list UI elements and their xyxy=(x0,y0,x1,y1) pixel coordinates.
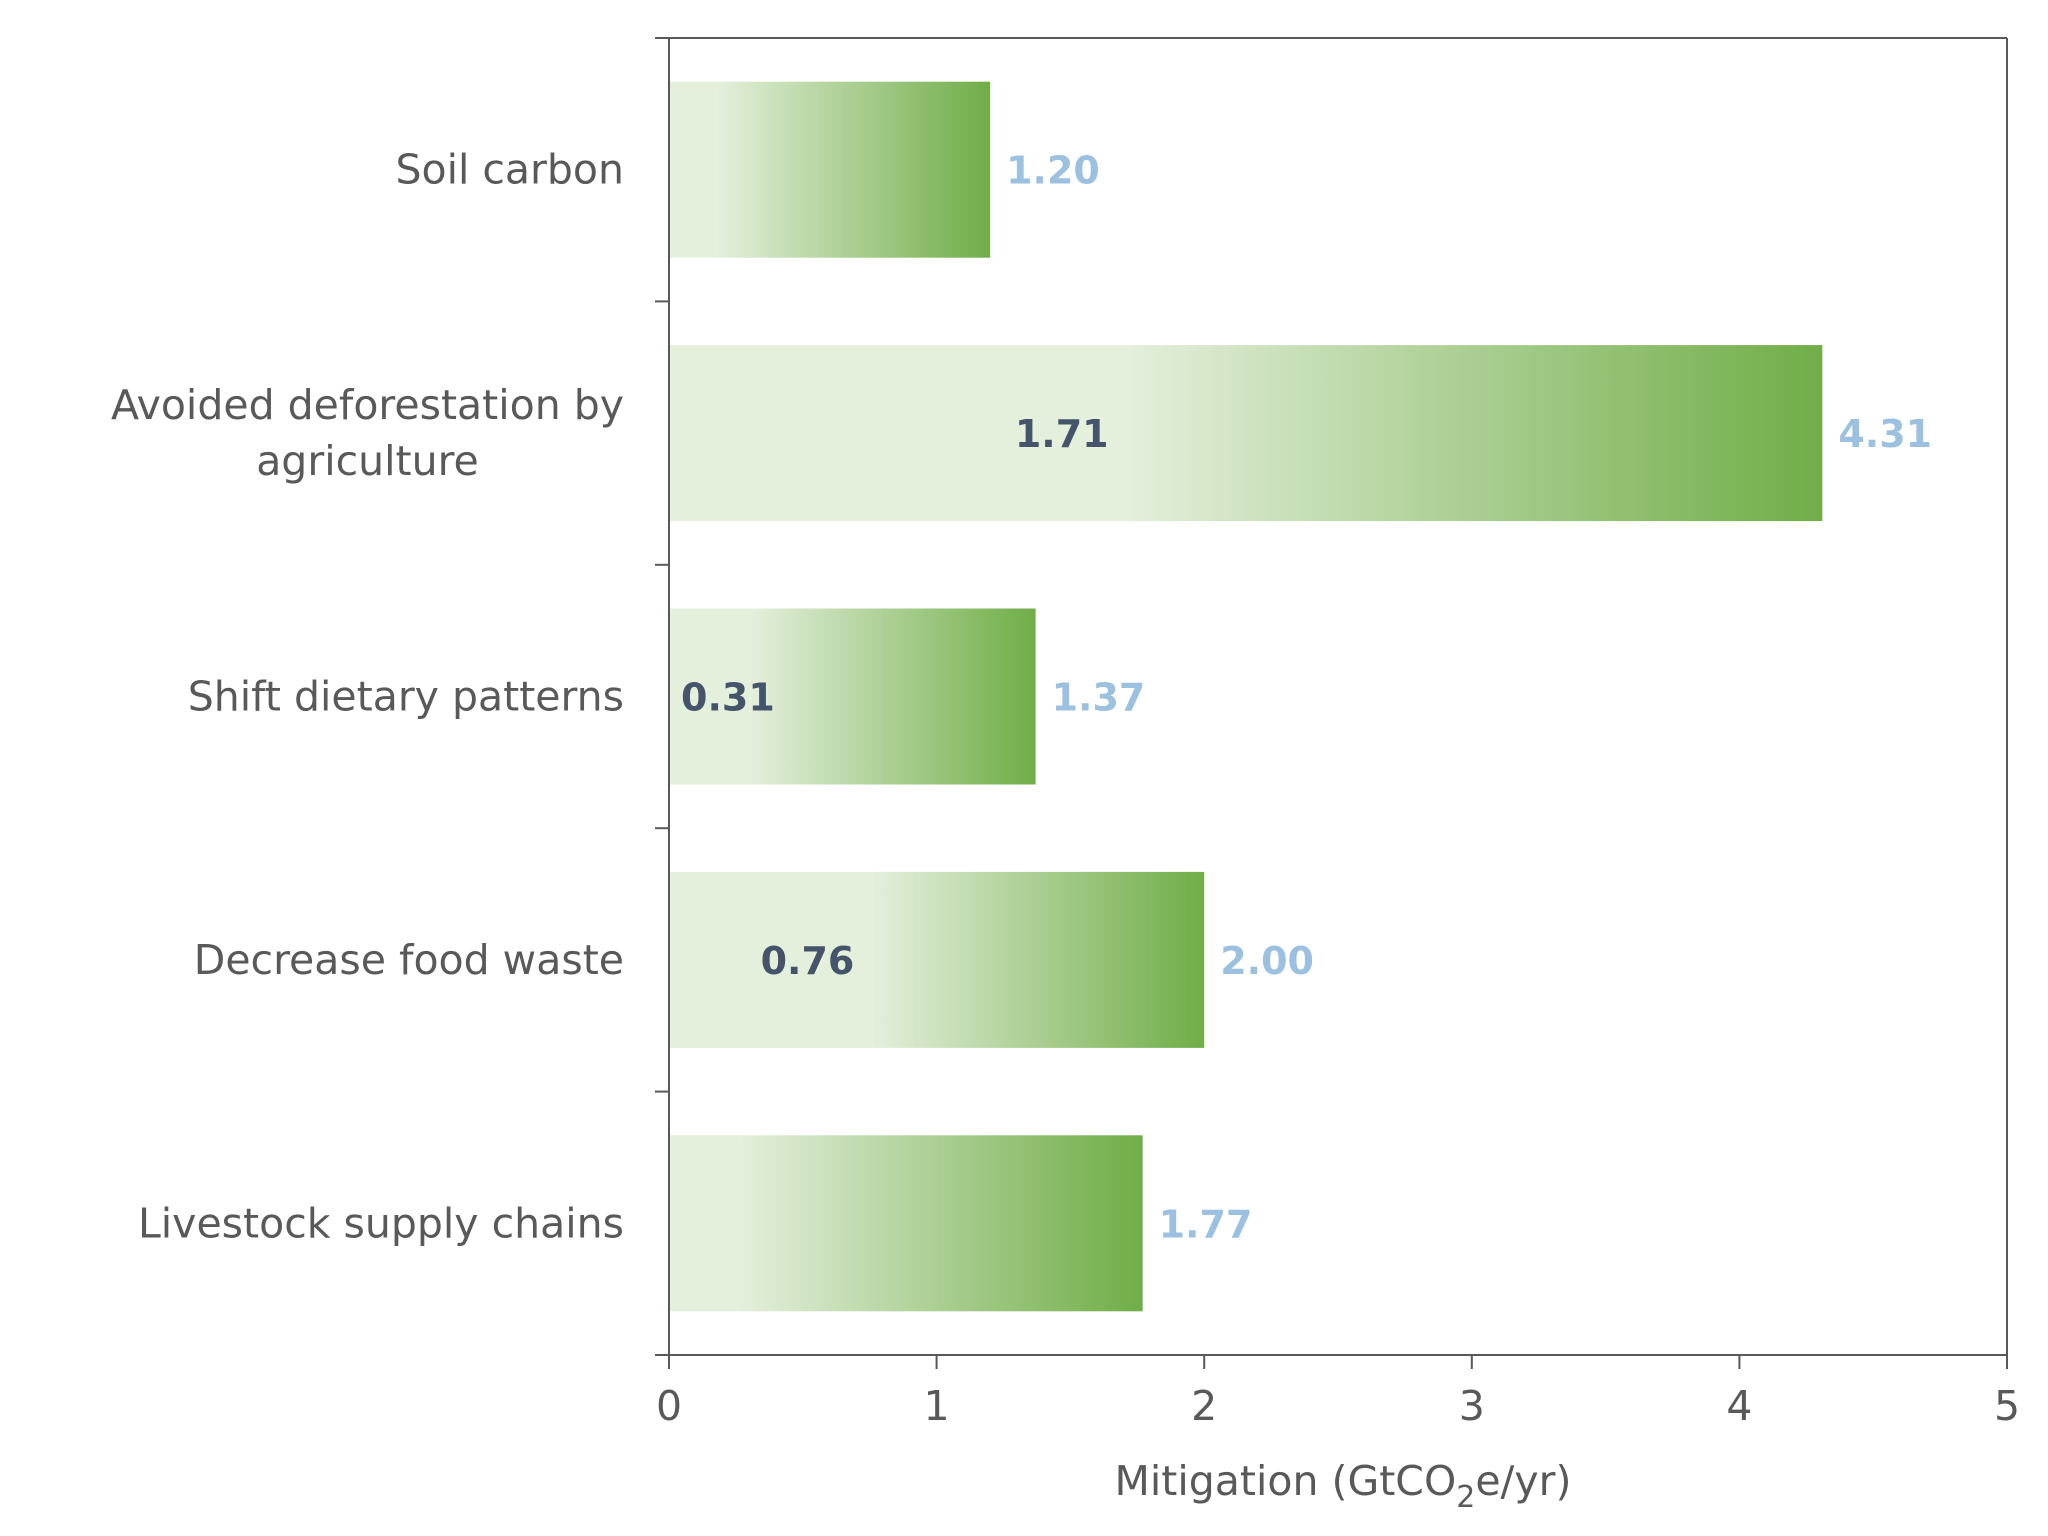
axes-group xyxy=(655,37,2008,1369)
category-labels: Soil carbon Avoided deforestation by agric… xyxy=(111,146,624,1248)
category-label: Decrease food waste xyxy=(194,936,624,984)
value-labels: 1.20 4.31 1.71 1.37 0.31 2.00 0.76 1.77 xyxy=(681,149,1932,1247)
bars-group xyxy=(669,81,1823,1312)
x-tick-label: 1 xyxy=(924,1382,950,1430)
bar-3 xyxy=(669,608,1036,785)
x-tick-label: 4 xyxy=(1726,1382,1752,1430)
x-tick-label: 5 xyxy=(1994,1382,2020,1430)
x-tick-label: 2 xyxy=(1191,1382,1217,1430)
low-value-label: 0.76 xyxy=(761,939,855,983)
x-tick-label: 0 xyxy=(656,1382,682,1430)
bar-1 xyxy=(669,81,991,258)
high-value-label: 4.31 xyxy=(1838,412,1932,456)
high-value-label: 1.20 xyxy=(1006,149,1100,193)
high-value-label: 1.77 xyxy=(1159,1202,1253,1246)
x-tick-label: 3 xyxy=(1459,1382,1485,1430)
bar-4 xyxy=(669,871,1205,1048)
category-label: Avoided deforestation by agriculture xyxy=(111,381,624,485)
bar-5 xyxy=(669,1135,1143,1312)
bar-2 xyxy=(669,345,1823,522)
category-label: Soil carbon xyxy=(395,146,624,194)
high-value-label: 2.00 xyxy=(1220,939,1314,983)
low-value-label: 0.31 xyxy=(681,676,775,720)
category-label: Livestock supply chains xyxy=(138,1199,624,1247)
low-value-label: 1.71 xyxy=(1015,412,1109,456)
high-value-label: 1.37 xyxy=(1052,676,1146,720)
x-axis-title: Mitigation (GtCO2e/yr) xyxy=(1115,1457,1572,1515)
category-label: Shift dietary patterns xyxy=(188,673,624,721)
x-tick-labels: 0 1 2 3 4 5 xyxy=(656,1382,2020,1430)
